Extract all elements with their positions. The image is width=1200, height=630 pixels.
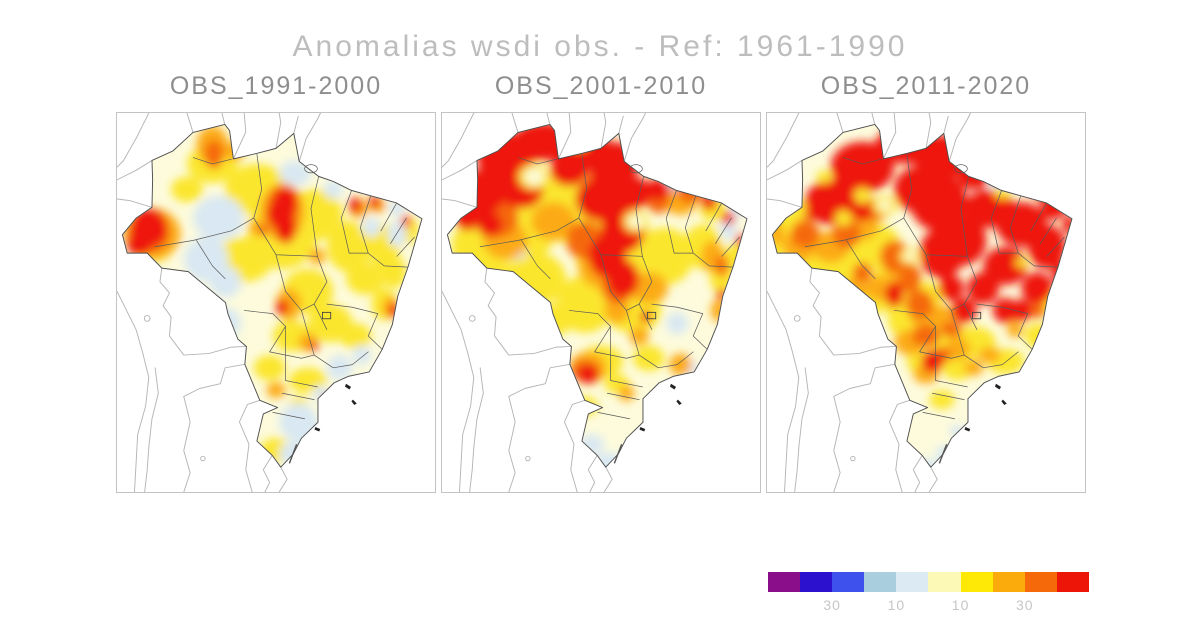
neighbour-boundaries: [442, 113, 646, 492]
colorbar-segment-6: [960, 572, 993, 592]
neighbour-boundaries: [117, 113, 321, 492]
brazil-outline: [771, 123, 1073, 468]
colorbar-segment-7: [992, 572, 1025, 592]
anomaly-map-2011-2020: [767, 113, 1085, 492]
panel-title-1991-2000: OBS_1991-2000: [169, 72, 383, 100]
colorbar-segment-1: [800, 572, 833, 592]
panel-title-2011-2020: OBS_2011-2020: [820, 72, 1032, 100]
colorbar-tick-1: 10: [887, 597, 906, 613]
reservoir-specks: [288, 383, 357, 464]
map-panel-2011-2020: [766, 112, 1086, 493]
panel-title-2001-2010: OBS_2001-2010: [494, 72, 708, 100]
colorbar-segment-9: [1056, 572, 1089, 592]
df-square-marker: [971, 311, 982, 320]
brazil-outline: [121, 123, 423, 468]
state-boundaries: [479, 154, 740, 420]
colorbar-segment-5: [928, 572, 961, 592]
anomaly-map-1991-2000: [117, 113, 435, 492]
colorbar-tick-2: 10: [951, 597, 970, 613]
df-square-marker: [646, 311, 657, 320]
brazil-outline: [446, 123, 748, 468]
colorbar-tick-3: 30: [1016, 597, 1034, 613]
colorbar-segment-3: [864, 572, 897, 592]
colorbar: [768, 572, 1089, 592]
df-square-marker: [321, 311, 332, 320]
neighbour-boundaries: [767, 113, 971, 492]
figure-title: Anomalias wsdi obs. - Ref: 1961-1990: [292, 30, 908, 63]
colorbar-segment-4: [896, 572, 929, 592]
map-panel-1991-2000: [116, 112, 436, 493]
state-boundaries: [154, 154, 415, 420]
map-panel-2001-2010: [441, 112, 761, 493]
colorbar-segment-8: [1024, 572, 1057, 592]
reservoir-specks: [613, 383, 682, 464]
reservoir-specks: [938, 383, 1007, 464]
colorbar-tick-0: 30: [823, 597, 841, 613]
state-boundaries: [804, 154, 1065, 420]
colorbar-segment-0: [768, 572, 801, 592]
colorbar-segment-2: [832, 572, 865, 592]
anomaly-map-2001-2010: [442, 113, 760, 492]
